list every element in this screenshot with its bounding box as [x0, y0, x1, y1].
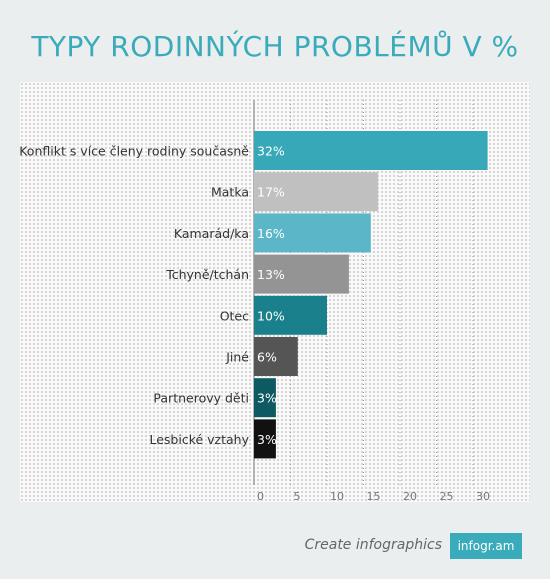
category-label: Jiné: [225, 350, 249, 365]
bar: [254, 254, 349, 294]
category-label: Konflikt s více členy rodiny současně: [19, 144, 249, 159]
value-label: 10%: [257, 308, 285, 323]
bar: [254, 131, 488, 170]
value-label: 3%: [257, 432, 277, 447]
value-label: 6%: [257, 350, 277, 365]
category-label: Matka: [211, 185, 249, 200]
category-label: Lesbické vztahy: [149, 432, 249, 447]
create-infographics-text[interactable]: Create infographics: [304, 537, 442, 553]
value-label: 17%: [257, 185, 285, 200]
x-tick-label: 15: [367, 490, 381, 503]
category-label: Partnerovy děti: [153, 391, 249, 406]
x-tick-label: 30: [476, 490, 490, 503]
value-label: 16%: [257, 226, 285, 241]
x-tick-label: 20: [403, 490, 417, 503]
x-tick-label: 0: [257, 490, 264, 503]
category-label: Otec: [220, 308, 249, 323]
x-tick-label: 25: [440, 490, 454, 503]
value-label: 3%: [257, 391, 277, 406]
bar: [254, 295, 327, 335]
category-label: Tchyně/tchán: [165, 267, 249, 282]
bar: [254, 378, 276, 418]
bar: [254, 213, 371, 253]
value-label: 13%: [257, 267, 285, 282]
bar: [254, 419, 276, 459]
infogram-logo[interactable]: infogr.am: [450, 533, 522, 559]
bar: [254, 337, 298, 376]
x-tick-label: 10: [330, 490, 344, 503]
value-label: 32%: [257, 144, 285, 159]
chart-title: TYPY RODINNÝCH PROBLÉMŮ V %: [31, 30, 519, 63]
x-tick-label: 5: [294, 490, 301, 503]
category-label: Kamarád/ka: [174, 226, 249, 241]
bar: [254, 172, 379, 212]
